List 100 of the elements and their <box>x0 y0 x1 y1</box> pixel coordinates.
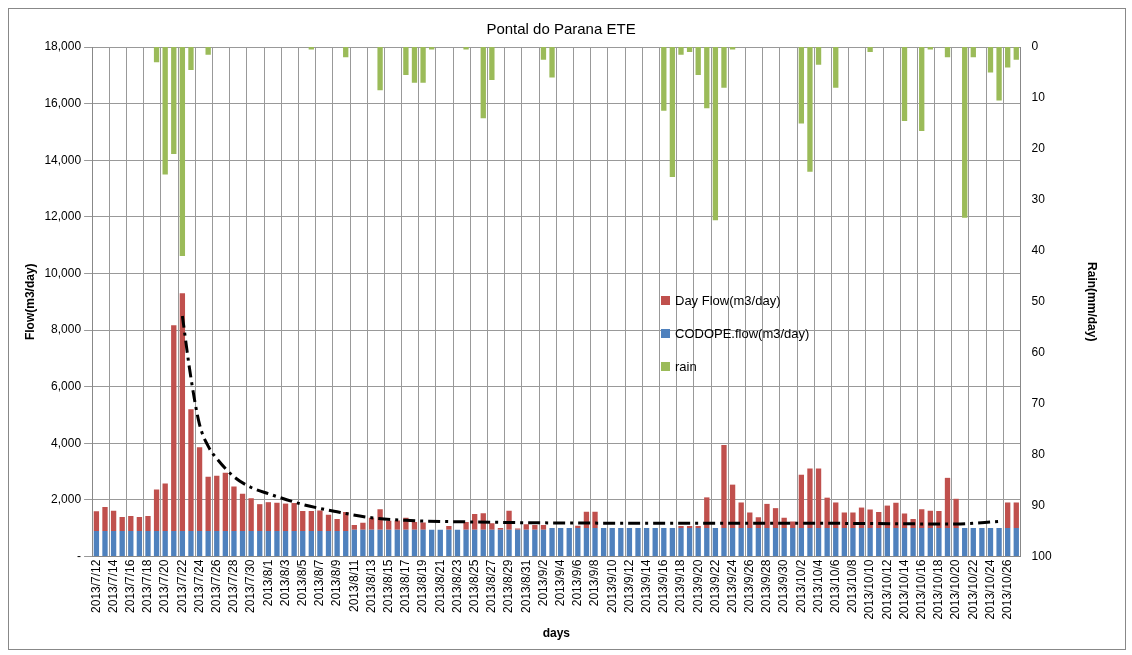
bar <box>188 531 194 557</box>
bar <box>265 502 272 532</box>
bar <box>171 325 177 532</box>
bar <box>893 502 899 528</box>
x-tick-label: 2013/9/4 <box>552 559 567 607</box>
bar <box>472 529 478 557</box>
bar <box>919 527 925 557</box>
bar <box>171 47 177 154</box>
bar <box>635 527 641 557</box>
bar <box>291 531 297 557</box>
bar <box>669 527 676 557</box>
bar <box>162 47 168 175</box>
x-tick-label: 2013/10/6 <box>828 559 843 613</box>
bar <box>205 476 211 532</box>
bar <box>772 527 779 557</box>
bar <box>910 527 916 557</box>
x-tick-label: 2013/9/18 <box>673 559 688 613</box>
bar <box>480 529 486 557</box>
x-tick-label: 2013/7/12 <box>88 559 103 613</box>
bar <box>497 529 504 557</box>
x-axis-title: days <box>542 626 571 641</box>
x-tick-label: 2013/8/31 <box>518 559 533 613</box>
bar <box>901 527 908 557</box>
bar <box>1013 47 1019 60</box>
bar <box>850 527 856 557</box>
bar <box>566 527 572 557</box>
bar <box>927 47 933 50</box>
bar <box>798 474 805 528</box>
bar <box>420 47 426 83</box>
x-tick-label: 2013/7/26 <box>209 559 224 613</box>
bar <box>386 529 392 557</box>
y-tick-label: - <box>77 548 82 563</box>
bar <box>153 47 160 63</box>
bar <box>824 527 830 557</box>
x-tick-label: 2013/7/24 <box>191 559 206 613</box>
y2-tick-label: 90 <box>1031 497 1046 512</box>
legend-label: CODOPE.flow(m3/day) <box>675 326 810 341</box>
bar <box>583 527 590 557</box>
bar <box>833 47 839 88</box>
bar <box>841 527 848 557</box>
bar <box>119 531 125 557</box>
bar <box>153 531 160 557</box>
x-tick-label: 2013/9/30 <box>776 559 791 613</box>
bar <box>506 529 512 557</box>
x-tick-label: 2013/7/18 <box>140 559 155 613</box>
bar <box>798 527 805 557</box>
bar <box>884 527 890 557</box>
bar <box>738 527 744 557</box>
bar <box>1013 527 1019 557</box>
x-tick-label: 2013/7/22 <box>174 559 189 613</box>
bar <box>394 529 400 557</box>
bar <box>1013 502 1019 528</box>
bar <box>523 524 529 530</box>
bar <box>274 531 280 557</box>
bar <box>360 529 366 557</box>
bar <box>901 47 908 121</box>
bar <box>386 520 392 530</box>
bar <box>876 527 882 557</box>
bar <box>704 47 710 109</box>
bar <box>308 47 314 50</box>
y2-tick-label: 10 <box>1031 90 1046 105</box>
bar <box>936 527 942 557</box>
bar <box>953 527 959 557</box>
bar <box>308 531 314 557</box>
bar <box>420 529 426 557</box>
bar <box>214 531 220 557</box>
bar <box>729 527 736 557</box>
bar <box>962 527 968 557</box>
bar <box>377 47 383 91</box>
x-tick-label: 2013/8/23 <box>449 559 464 613</box>
x-tick-label: 2013/8/9 <box>329 559 344 607</box>
bar <box>454 529 461 557</box>
bar <box>351 529 357 557</box>
bar <box>549 527 555 557</box>
bar <box>265 531 272 557</box>
x-tick-label: 2013/8/25 <box>466 559 481 613</box>
x-tick-label: 2013/10/26 <box>1000 559 1014 620</box>
bar <box>944 477 951 528</box>
bar <box>686 47 693 53</box>
bar <box>248 498 254 532</box>
x-tick-label: 2013/10/20 <box>948 559 963 620</box>
x-tick-label: 2013/10/2 <box>793 559 808 613</box>
bar <box>532 529 538 557</box>
bar <box>179 293 186 532</box>
y-tick-label: 2,000 <box>51 492 82 507</box>
bar <box>987 527 994 557</box>
bar <box>1005 502 1011 528</box>
x-tick-label: 2013/9/2 <box>535 559 550 607</box>
x-tick-label: 2013/8/29 <box>501 559 516 613</box>
y-tick-label: 4,000 <box>51 435 82 450</box>
y2-tick-label: 40 <box>1031 243 1046 258</box>
y2-tick-label: 70 <box>1031 395 1046 410</box>
bar <box>153 489 160 532</box>
bar <box>927 527 933 557</box>
bar <box>282 503 289 532</box>
bar <box>532 525 538 530</box>
bar <box>944 47 951 58</box>
bar <box>540 47 547 60</box>
bar <box>867 527 873 557</box>
bar <box>437 529 443 557</box>
